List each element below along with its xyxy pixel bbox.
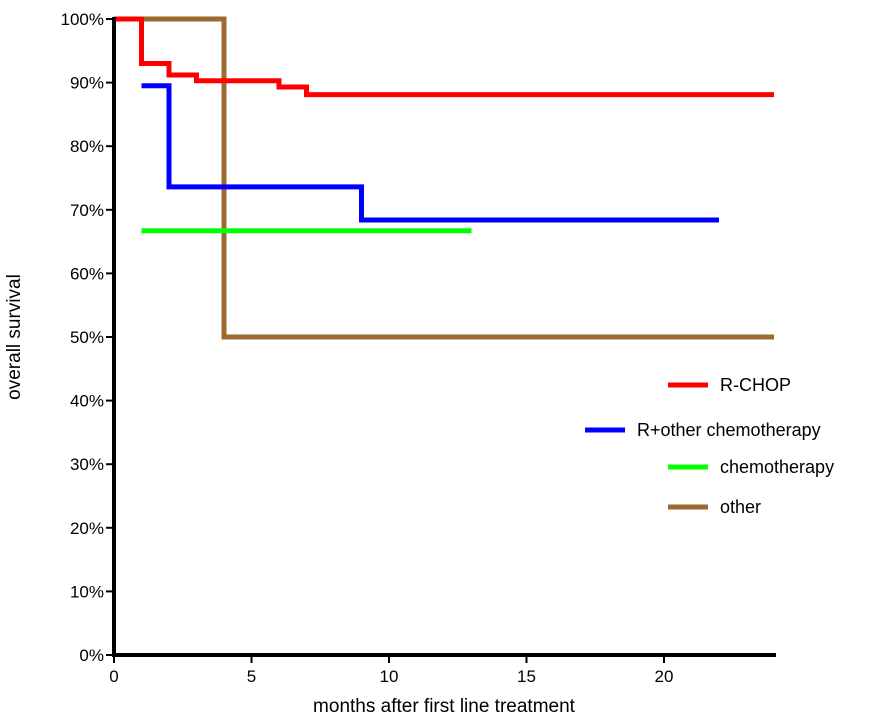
y-tick-label: 60% xyxy=(70,264,104,283)
series-line-r-other-chemotherapy xyxy=(141,83,719,223)
y-tick-label: 90% xyxy=(70,74,104,93)
y-tick-label: 80% xyxy=(70,137,104,156)
legend-label-r-other-chemotherapy: R+other chemotherapy xyxy=(637,420,821,440)
series-line-other xyxy=(141,16,774,340)
x-tick-label: 5 xyxy=(247,667,256,686)
y-tick-label: 0% xyxy=(79,646,104,665)
y-tick-label: 10% xyxy=(70,582,104,601)
x-tick-label: 10 xyxy=(380,667,399,686)
x-tick-label: 20 xyxy=(655,667,674,686)
x-tick-label: 15 xyxy=(517,667,536,686)
y-tick-label: 70% xyxy=(70,201,104,220)
legend-label-r-chop: R-CHOP xyxy=(720,375,791,395)
x-axis-ticks: 0 5 10 15 20 xyxy=(109,655,673,686)
y-tick-label: 20% xyxy=(70,519,104,538)
y-axis-ticks: 0% 10% 20% 30% 40% 50% 60% 70% 80% 90% 100% xyxy=(61,10,114,665)
legend: R-CHOP R+other chemotherapy chemotherapy ot… xyxy=(585,375,834,517)
y-tick-label: 50% xyxy=(70,328,104,347)
x-axis-label: months after first line treatment xyxy=(313,696,576,717)
x-tick-label: 0 xyxy=(109,667,118,686)
plot-area xyxy=(114,16,774,340)
series-line-r-chop xyxy=(114,16,774,98)
y-tick-label: 30% xyxy=(70,455,104,474)
legend-label-other: other xyxy=(720,497,761,517)
legend-label-chemotherapy: chemotherapy xyxy=(720,457,834,477)
y-axis-label: overall survival xyxy=(4,274,25,400)
y-tick-label: 100% xyxy=(61,10,104,29)
y-tick-label: 40% xyxy=(70,392,104,411)
